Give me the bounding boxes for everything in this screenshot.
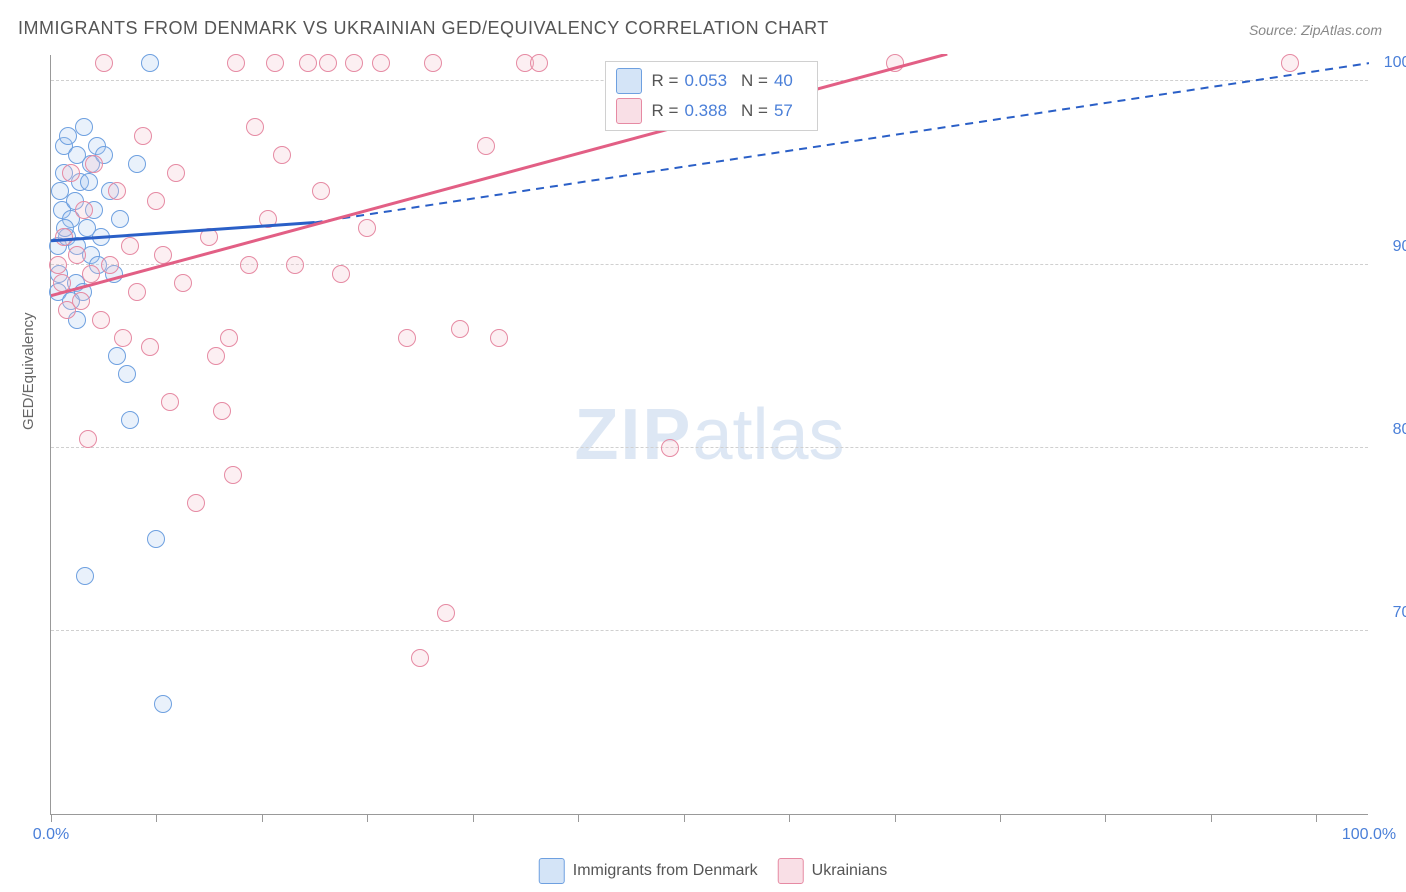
x-tick xyxy=(789,814,790,822)
y-tick-label: 100.0% xyxy=(1378,54,1406,72)
legend-series-label: Ukrainians xyxy=(812,862,888,880)
x-tick xyxy=(473,814,474,822)
trend-svg xyxy=(51,54,1369,814)
x-tick xyxy=(578,814,579,822)
legend-row: R =0.053 N = 40 xyxy=(616,66,807,96)
x-tick xyxy=(156,814,157,822)
legend-R-label: R = xyxy=(652,71,679,91)
plot-area: ZIPatlas 70.0%80.0%90.0%100.0%0.0%100.0%… xyxy=(50,55,1368,815)
legend-R-label: R = xyxy=(652,101,679,121)
legend-N-value: 40 xyxy=(774,71,793,91)
source-label: Source: ZipAtlas.com xyxy=(1249,22,1382,38)
legend-N-label: N = xyxy=(741,101,768,121)
legend-R-value: 0.388 xyxy=(684,101,727,121)
legend-correlation-box: R =0.053 N = 40 R =0.388 N = 57 xyxy=(605,61,818,131)
y-tick-label: 90.0% xyxy=(1378,238,1406,256)
y-axis-label: GED/Equivalency xyxy=(20,312,37,430)
legend-swatch xyxy=(539,858,565,884)
legend-R-value: 0.053 xyxy=(684,71,727,91)
legend-bottom: Immigrants from Denmark Ukrainians xyxy=(519,858,888,884)
legend-N-value: 57 xyxy=(774,101,793,121)
x-tick xyxy=(51,814,52,822)
legend-N-label: N = xyxy=(741,71,768,91)
x-tick-label-left: 0.0% xyxy=(33,826,69,844)
x-tick xyxy=(1316,814,1317,822)
legend-row: R =0.388 N = 57 xyxy=(616,96,807,126)
x-tick xyxy=(895,814,896,822)
x-tick xyxy=(1211,814,1212,822)
legend-series-label: Immigrants from Denmark xyxy=(573,862,758,880)
chart-title: IMMIGRANTS FROM DENMARK VS UKRAINIAN GED… xyxy=(18,18,829,39)
x-tick xyxy=(1000,814,1001,822)
x-tick xyxy=(367,814,368,822)
legend-swatch xyxy=(616,98,642,124)
x-tick xyxy=(262,814,263,822)
x-tick xyxy=(1105,814,1106,822)
y-tick-label: 80.0% xyxy=(1378,421,1406,439)
x-tick-label-right: 100.0% xyxy=(1342,826,1396,844)
legend-swatch xyxy=(778,858,804,884)
y-tick-label: 70.0% xyxy=(1378,604,1406,622)
legend-swatch xyxy=(616,68,642,94)
x-tick xyxy=(684,814,685,822)
